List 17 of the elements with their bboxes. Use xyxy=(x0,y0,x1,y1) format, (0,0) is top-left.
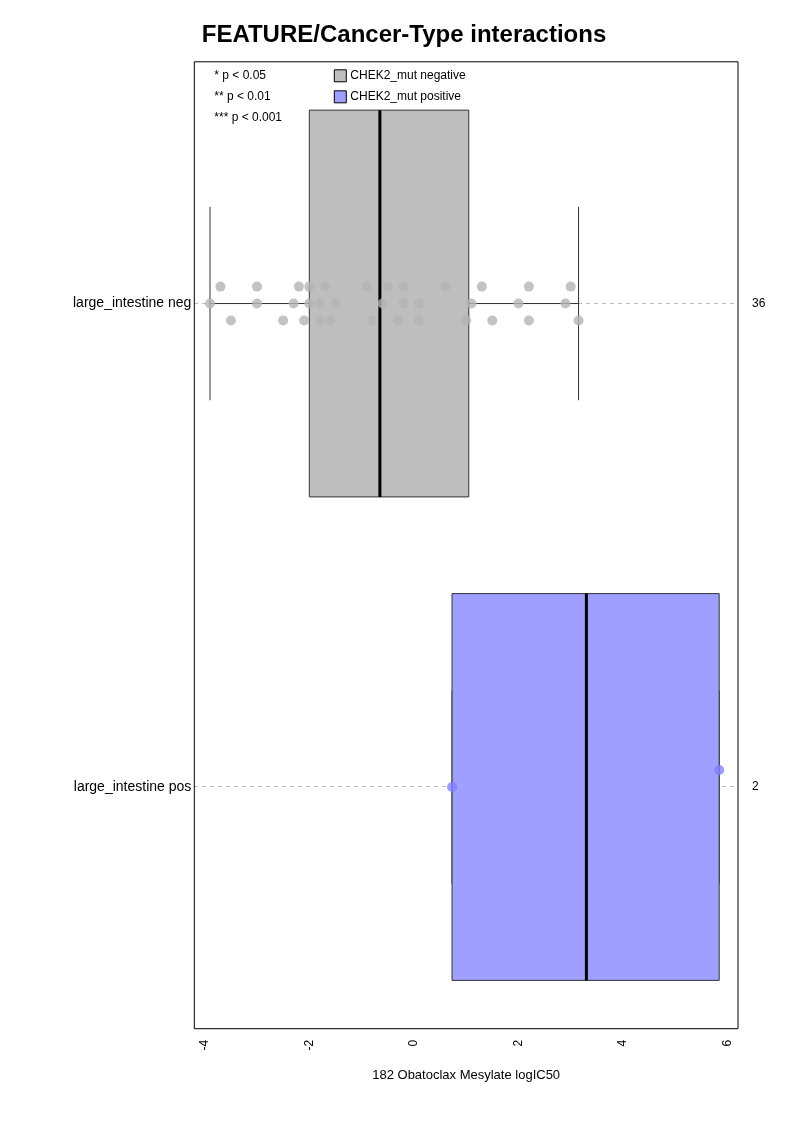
y-tick-label: large_intestine pos xyxy=(73,777,192,794)
chart-title: FEATURE/Cancer-Type interactions xyxy=(201,20,607,48)
annotation: *** p < 0.001 xyxy=(214,110,283,125)
x-tick-label: -2 xyxy=(301,1039,316,1051)
text: 2 xyxy=(752,779,759,794)
annotation: * p < 0.05 xyxy=(214,68,267,83)
text: 36 xyxy=(752,295,766,310)
legend-label: CHEK2_mut positive xyxy=(350,89,462,104)
legend-label: CHEK2_mut negative xyxy=(350,68,467,83)
x-axis-title: 182 Obatoclax Mesylate logIC50 xyxy=(372,1066,561,1082)
y-tick-label: large_intestine neg xyxy=(73,294,192,311)
annotation: ** p < 0.01 xyxy=(214,89,272,104)
x-tick-label: 4 xyxy=(615,1039,630,1047)
x-tick-label: -4 xyxy=(197,1039,212,1051)
x-tick-label: 0 xyxy=(406,1039,421,1047)
x-tick-label: 2 xyxy=(510,1039,525,1047)
x-tick-label: 6 xyxy=(719,1039,734,1047)
